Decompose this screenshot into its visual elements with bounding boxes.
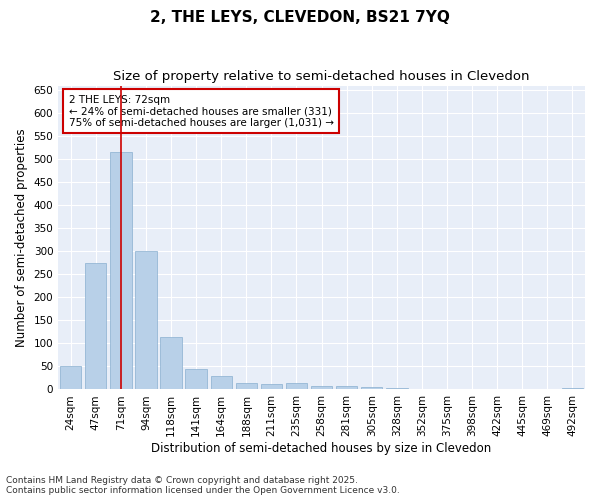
Bar bbox=[336, 386, 358, 390]
Bar bbox=[261, 384, 282, 390]
Bar bbox=[185, 368, 207, 390]
X-axis label: Distribution of semi-detached houses by size in Clevedon: Distribution of semi-detached houses by … bbox=[151, 442, 492, 455]
Bar bbox=[386, 388, 407, 390]
Bar bbox=[60, 366, 82, 390]
Bar bbox=[110, 152, 131, 390]
Bar bbox=[286, 384, 307, 390]
Bar bbox=[211, 376, 232, 390]
Bar bbox=[85, 263, 106, 390]
Bar bbox=[236, 382, 257, 390]
Y-axis label: Number of semi-detached properties: Number of semi-detached properties bbox=[15, 128, 28, 347]
Bar bbox=[411, 388, 433, 390]
Bar bbox=[361, 387, 382, 390]
Bar bbox=[562, 388, 583, 390]
Bar bbox=[160, 336, 182, 390]
Text: 2, THE LEYS, CLEVEDON, BS21 7YQ: 2, THE LEYS, CLEVEDON, BS21 7YQ bbox=[150, 10, 450, 25]
Text: Contains HM Land Registry data © Crown copyright and database right 2025.
Contai: Contains HM Land Registry data © Crown c… bbox=[6, 476, 400, 495]
Bar bbox=[311, 386, 332, 390]
Title: Size of property relative to semi-detached houses in Clevedon: Size of property relative to semi-detach… bbox=[113, 70, 530, 83]
Text: 2 THE LEYS: 72sqm
← 24% of semi-detached houses are smaller (331)
75% of semi-de: 2 THE LEYS: 72sqm ← 24% of semi-detached… bbox=[69, 94, 334, 128]
Bar bbox=[136, 252, 157, 390]
